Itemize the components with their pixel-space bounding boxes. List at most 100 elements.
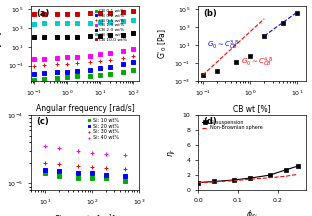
CB 0.1 wt% bbox=[66, 76, 69, 78]
CB 1.0 wt% bbox=[98, 53, 102, 56]
CB 10.0 wt% bbox=[88, 12, 92, 15]
Si: 30 wt%: (10, 2e-05): 30 wt%: (10, 2e-05) bbox=[43, 162, 47, 164]
Si: 20 wt%: (100, 1.4e-05): 20 wt%: (100, 1.4e-05) bbox=[90, 172, 94, 175]
Text: (d): (d) bbox=[203, 117, 217, 126]
CB 2.0 wt% bbox=[108, 34, 112, 37]
Si suspension bbox=[232, 179, 236, 181]
CB 0.1 wt% bbox=[32, 78, 36, 81]
CB 10.0 wt% bbox=[98, 12, 102, 14]
Si: 40 wt%: (500, 2.6e-05): 40 wt%: (500, 2.6e-05) bbox=[123, 154, 127, 156]
CB 0.5 wt% bbox=[88, 61, 92, 64]
CB 0.1 wt% bbox=[56, 76, 59, 79]
Si: 10 wt%: (20, 1.3e-05): 10 wt%: (20, 1.3e-05) bbox=[57, 174, 61, 177]
Text: $G_0 \sim C_{CB}^{3.8}$: $G_0 \sim C_{CB}^{3.8}$ bbox=[207, 39, 239, 52]
CB 0.5 wt% bbox=[121, 57, 125, 60]
CB 2.0 wt% bbox=[88, 35, 92, 38]
CB 0.2 wt% bbox=[131, 61, 135, 64]
CB 0.1 wt% bbox=[42, 77, 46, 80]
CB 0.1 wt% bbox=[75, 75, 79, 78]
Si: 10 wt%: (100, 1.2e-05): 10 wt%: (100, 1.2e-05) bbox=[90, 177, 94, 179]
CB 0.2 wt% bbox=[75, 70, 79, 72]
Text: $G_0 \sim C_{CB}^{4.8}$: $G_0 \sim C_{CB}^{4.8}$ bbox=[241, 56, 273, 69]
Si: 40 wt%: (10, 3.5e-05): 40 wt%: (10, 3.5e-05) bbox=[43, 145, 47, 148]
Non-Brownian sphere bbox=[212, 181, 216, 183]
CB 0.2 wt% bbox=[66, 70, 69, 73]
Si: 40 wt%: (50, 3e-05): 40 wt%: (50, 3e-05) bbox=[76, 149, 80, 152]
Si suspension bbox=[212, 180, 216, 183]
CB 0.2 wt% bbox=[42, 72, 46, 75]
CB 0.5 wt% bbox=[56, 63, 59, 65]
Non-Brownian sphere bbox=[296, 173, 300, 176]
X-axis label: $\phi_{Si}$: $\phi_{Si}$ bbox=[246, 208, 258, 216]
CB 5.0 wt% bbox=[56, 22, 59, 25]
CB 1.0 wt% bbox=[108, 52, 112, 55]
Si suspension bbox=[268, 174, 272, 176]
Legend: CB 0.1 wt%, CB 0.2 wt%, CB 0.5 wt%, CB 1.0 wt%, CB 2.0 wt%, CB 5.0 wt%, CB 10.0 : CB 0.1 wt%, CB 0.2 wt%, CB 0.5 wt%, CB 1… bbox=[93, 7, 129, 44]
CB 0.5 wt% bbox=[42, 64, 46, 66]
CB 1.0 wt% bbox=[32, 58, 36, 60]
Text: (b): (b) bbox=[203, 9, 217, 18]
Si: 20 wt%: (50, 1.4e-05): 20 wt%: (50, 1.4e-05) bbox=[76, 172, 80, 175]
Si: 30 wt%: (20, 1.9e-05): 30 wt%: (20, 1.9e-05) bbox=[57, 163, 61, 166]
Line: CB 2.0 wt%: CB 2.0 wt% bbox=[33, 32, 135, 39]
Si: 20 wt%: (10, 1.6e-05): 20 wt%: (10, 1.6e-05) bbox=[43, 168, 47, 171]
Text: (a): (a) bbox=[37, 9, 50, 18]
Y-axis label: G' [Pa]: G' [Pa] bbox=[0, 31, 2, 57]
CB 5.0 wt% bbox=[42, 22, 46, 25]
CB 0.1 wt% bbox=[98, 74, 102, 76]
CB 1.0 wt% bbox=[75, 55, 79, 58]
CB 2.0 wt% bbox=[131, 32, 135, 35]
CB 1.0 wt% bbox=[88, 54, 92, 57]
Non-Brownian sphere bbox=[196, 181, 200, 184]
CB 5.0 wt% bbox=[32, 22, 36, 25]
Line: CB 5.0 wt%: CB 5.0 wt% bbox=[33, 19, 135, 25]
CB 0.1 wt% bbox=[121, 71, 125, 73]
CB 10.0 wt% bbox=[121, 11, 125, 13]
CB 10.0 wt% bbox=[56, 13, 59, 15]
Line: CB 0.2 wt%: CB 0.2 wt% bbox=[33, 60, 135, 76]
Line: Non-Brownian sphere: Non-Brownian sphere bbox=[198, 174, 298, 183]
Si: 40 wt%: (200, 2.7e-05): 40 wt%: (200, 2.7e-05) bbox=[104, 153, 108, 155]
Y-axis label: $\eta_r$: $\eta_r$ bbox=[166, 148, 177, 157]
Line: Si: 40 wt%: Si: 40 wt% bbox=[44, 145, 127, 157]
CB 0.2 wt% bbox=[98, 67, 102, 70]
CB 10.0 wt% bbox=[42, 13, 46, 15]
Line: Si: 20 wt%: Si: 20 wt% bbox=[44, 168, 127, 177]
Non-Brownian sphere bbox=[268, 176, 272, 179]
Y-axis label: G'$_0$ [Pa]: G'$_0$ [Pa] bbox=[156, 29, 169, 59]
CB 10.0 wt% bbox=[75, 12, 79, 15]
CB 2.0 wt% bbox=[32, 36, 36, 39]
Line: CB 10.0 wt%: CB 10.0 wt% bbox=[33, 9, 135, 16]
Si: 20 wt%: (20, 1.5e-05): 20 wt%: (20, 1.5e-05) bbox=[57, 170, 61, 173]
Si: 20 wt%: (200, 1.35e-05): 20 wt%: (200, 1.35e-05) bbox=[104, 173, 108, 176]
X-axis label: Angular frequency [rad/s]: Angular frequency [rad/s] bbox=[36, 104, 134, 113]
CB 0.5 wt% bbox=[131, 55, 135, 57]
CB 0.1 wt% bbox=[108, 73, 112, 75]
CB 10.0 wt% bbox=[131, 10, 135, 12]
Non-Brownian sphere bbox=[232, 179, 236, 182]
CB 5.0 wt% bbox=[121, 20, 125, 23]
CB 0.2 wt% bbox=[88, 68, 92, 71]
Legend: Si suspension, Non-Brownian sphere: Si suspension, Non-Brownian sphere bbox=[201, 118, 265, 132]
CB 0.2 wt% bbox=[56, 71, 59, 74]
CB 0.1 wt% bbox=[88, 75, 92, 77]
Legend: Si: 10 wt%, Si: 20 wt%, Si: 30 wt%, Si: 40 wt%: Si: 10 wt%, Si: 20 wt%, Si: 30 wt%, Si: … bbox=[85, 116, 120, 142]
Line: CB 0.1 wt%: CB 0.1 wt% bbox=[33, 68, 135, 81]
Line: Si: 30 wt%: Si: 30 wt% bbox=[44, 161, 127, 170]
CB 2.0 wt% bbox=[75, 35, 79, 38]
CB 1.0 wt% bbox=[56, 57, 59, 59]
CB 0.5 wt% bbox=[108, 59, 112, 61]
Si: 30 wt%: (200, 1.7e-05): 30 wt%: (200, 1.7e-05) bbox=[104, 166, 108, 169]
CB 2.0 wt% bbox=[66, 36, 69, 38]
Si: 40 wt%: (100, 2.8e-05): 40 wt%: (100, 2.8e-05) bbox=[90, 152, 94, 154]
CB 0.2 wt% bbox=[121, 63, 125, 66]
Line: Si: 10 wt%: Si: 10 wt% bbox=[44, 172, 127, 182]
CB 0.2 wt% bbox=[108, 65, 112, 68]
CB 5.0 wt% bbox=[75, 22, 79, 24]
CB 10.0 wt% bbox=[108, 11, 112, 14]
CB 5.0 wt% bbox=[108, 21, 112, 24]
CB 2.0 wt% bbox=[98, 35, 102, 37]
CB 0.5 wt% bbox=[75, 62, 79, 64]
Si: 30 wt%: (100, 1.75e-05): 30 wt%: (100, 1.75e-05) bbox=[90, 165, 94, 168]
CB 0.1 wt% bbox=[131, 68, 135, 71]
